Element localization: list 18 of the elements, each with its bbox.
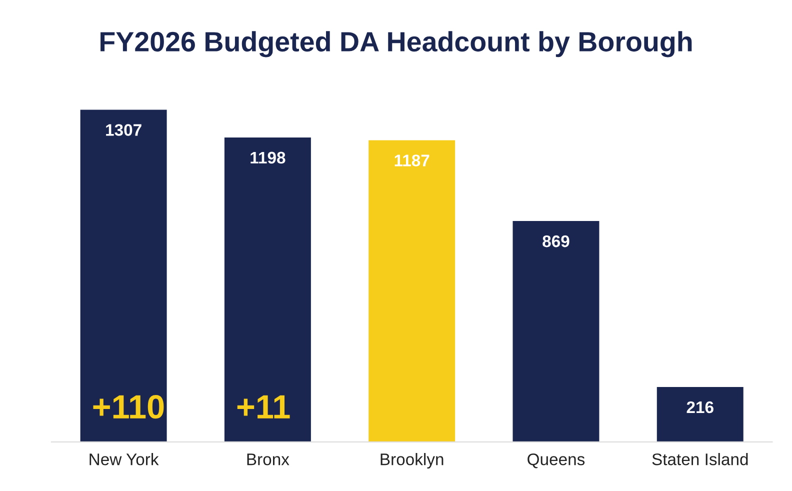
bar [656, 387, 744, 442]
data-label: 1198 [250, 152, 286, 164]
bar [80, 110, 167, 442]
x-tick-label: Brooklyn [380, 453, 444, 469]
data-label: 1307 [106, 124, 142, 136]
bar [224, 137, 311, 442]
annotation: +11 [237, 395, 290, 418]
bar [512, 221, 600, 442]
bar [368, 140, 456, 442]
data-label: 216 [686, 401, 714, 414]
data-label: 869 [542, 235, 570, 248]
x-tick-label: Staten Island [652, 453, 748, 466]
annotation: +110 [93, 395, 164, 419]
chart-title: FY2026 Budgeted DA Headcount by Borough [100, 31, 692, 58]
data-label: 1187 [394, 154, 430, 166]
x-tick-label: Queens [528, 453, 585, 468]
x-tick-label: Bronx [247, 454, 290, 466]
x-tick-label: New York [90, 453, 159, 466]
